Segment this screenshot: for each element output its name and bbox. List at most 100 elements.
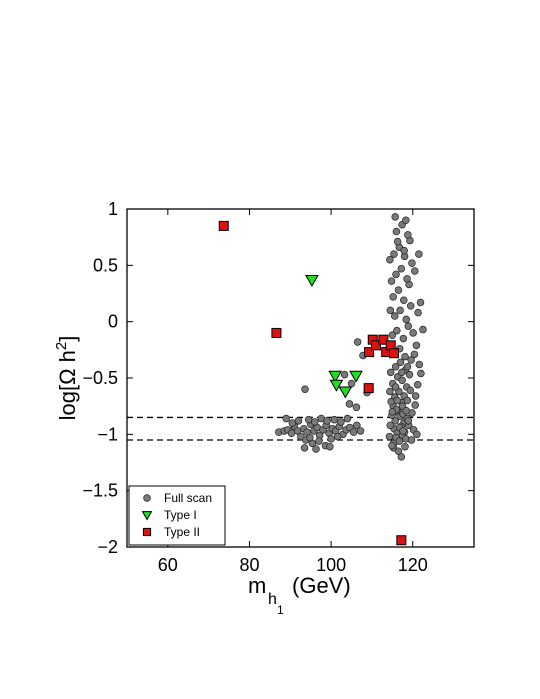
data-point bbox=[411, 392, 420, 400]
data-point bbox=[399, 334, 408, 343]
data-point bbox=[390, 250, 398, 258]
data-point bbox=[386, 421, 395, 430]
data-point bbox=[417, 369, 425, 378]
data-point bbox=[387, 277, 396, 285]
data-points bbox=[218, 213, 427, 546]
y-tick-label: −1.5 bbox=[82, 481, 118, 501]
legend-marker-circle bbox=[143, 494, 151, 502]
data-point bbox=[327, 435, 335, 443]
data-point bbox=[340, 370, 349, 379]
data-point bbox=[406, 302, 415, 310]
data-point bbox=[415, 250, 423, 258]
data-point bbox=[294, 417, 303, 425]
y-label: log[Ω h2] bbox=[53, 336, 80, 421]
data-point bbox=[282, 414, 290, 423]
data-point bbox=[397, 368, 406, 377]
legend-label: Type II bbox=[164, 525, 200, 539]
data-point bbox=[312, 445, 320, 453]
data-point bbox=[352, 403, 361, 412]
data-point bbox=[378, 334, 389, 345]
data-point bbox=[403, 396, 412, 405]
data-point bbox=[402, 406, 410, 415]
data-point bbox=[330, 415, 339, 424]
data-point bbox=[356, 427, 365, 435]
x-tick-label: 100 bbox=[316, 555, 346, 575]
data-point bbox=[401, 442, 409, 451]
data-point bbox=[396, 358, 405, 366]
data-point bbox=[323, 417, 331, 425]
data-point bbox=[402, 216, 410, 225]
data-point bbox=[410, 350, 419, 359]
y-tick-label: −2 bbox=[97, 537, 118, 557]
legend-marker-triangle-down bbox=[141, 511, 153, 521]
data-point bbox=[404, 231, 412, 239]
data-point bbox=[411, 267, 419, 275]
data-point bbox=[409, 329, 417, 337]
data-point bbox=[300, 444, 309, 452]
data-point bbox=[404, 322, 413, 330]
data-point bbox=[405, 370, 414, 379]
data-point bbox=[345, 400, 354, 408]
y-tick-label: −0.5 bbox=[82, 368, 118, 388]
data-point bbox=[388, 408, 397, 416]
y-axis-label: log[Ω h2] bbox=[53, 336, 80, 421]
data-point bbox=[388, 331, 397, 339]
data-point bbox=[416, 298, 425, 307]
x-axis-label: m h 1 (GeV) bbox=[248, 573, 351, 617]
data-point bbox=[326, 442, 334, 451]
data-point bbox=[415, 360, 424, 369]
data-point bbox=[396, 306, 404, 315]
data-point bbox=[388, 348, 399, 359]
data-point bbox=[391, 312, 399, 320]
data-point bbox=[419, 325, 427, 334]
data-point bbox=[393, 396, 402, 405]
data-point bbox=[386, 387, 394, 396]
data-point bbox=[394, 286, 403, 294]
y-tick-label: −1 bbox=[97, 424, 118, 444]
legend: Full scan Type I Type II bbox=[128, 485, 226, 546]
x-tick-label: 120 bbox=[398, 555, 428, 575]
data-point bbox=[306, 433, 314, 442]
data-point bbox=[385, 432, 394, 441]
data-point bbox=[386, 255, 394, 264]
data-point bbox=[397, 453, 406, 461]
data-point bbox=[386, 368, 395, 377]
data-point bbox=[391, 213, 399, 221]
series-type-ii bbox=[218, 220, 407, 546]
data-point bbox=[406, 386, 415, 395]
data-point bbox=[414, 308, 422, 317]
data-point bbox=[391, 362, 400, 371]
data-point bbox=[413, 430, 421, 439]
x-tick-label: 80 bbox=[239, 555, 259, 575]
data-point bbox=[311, 418, 319, 426]
data-point bbox=[315, 437, 323, 445]
data-point bbox=[411, 401, 419, 409]
data-point bbox=[407, 356, 415, 364]
data-point bbox=[271, 327, 282, 338]
x-label-unit: (GeV) bbox=[292, 573, 351, 598]
x-label-sub: h bbox=[268, 591, 277, 608]
axis-ticks bbox=[127, 208, 474, 548]
x-label-subsub: 1 bbox=[277, 603, 284, 617]
series-type-i bbox=[305, 274, 363, 399]
y-tick-label: 0.5 bbox=[93, 255, 118, 275]
data-point bbox=[218, 220, 229, 231]
data-point bbox=[408, 259, 416, 267]
legend-label: Type I bbox=[164, 508, 197, 522]
y-tick-label: 0 bbox=[108, 312, 118, 332]
data-point bbox=[400, 246, 408, 255]
axis-tick-labels: 60 80 100 120 −2 −1.5 −1 −0.5 0 0.5 1 bbox=[82, 199, 427, 575]
data-point bbox=[407, 436, 416, 444]
data-point bbox=[353, 338, 362, 346]
data-point bbox=[399, 427, 407, 435]
data-point bbox=[364, 347, 375, 358]
data-point bbox=[396, 535, 407, 546]
data-point bbox=[349, 428, 358, 436]
data-point bbox=[371, 340, 382, 351]
data-point bbox=[393, 326, 401, 335]
data-point bbox=[392, 227, 401, 236]
data-point bbox=[301, 385, 309, 394]
data-point bbox=[343, 414, 352, 423]
data-point bbox=[402, 315, 410, 324]
